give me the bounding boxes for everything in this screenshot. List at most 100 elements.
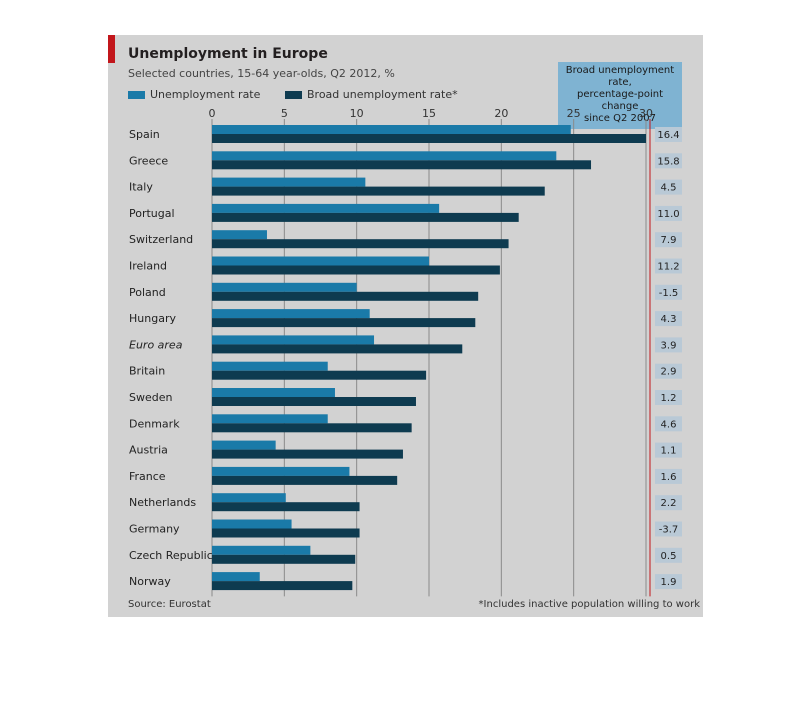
bar-broad-unemployment [212, 502, 360, 512]
x-tick-label: 20 [494, 107, 508, 120]
bar-broad-unemployment [212, 449, 403, 459]
bar-unemployment [212, 519, 292, 529]
x-tick-label: 25 [567, 107, 581, 120]
bar-broad-unemployment [212, 160, 592, 170]
category-label: Euro area [129, 338, 183, 351]
bar-unemployment [212, 545, 311, 555]
x-tick-label: 30 [639, 107, 653, 120]
brand-accent-bar [108, 35, 115, 63]
bar-unemployment [212, 282, 357, 292]
change-value-box [655, 468, 682, 484]
x-tick-label: 15 [422, 107, 436, 120]
change-value-box [655, 311, 682, 327]
bar-unemployment [212, 466, 350, 476]
bar-unemployment [212, 440, 276, 450]
change-value-box [655, 574, 682, 590]
category-label: Portugal [129, 207, 175, 220]
change-value-box [655, 337, 682, 353]
category-label: Germany [129, 523, 180, 536]
bar-broad-unemployment [212, 554, 356, 564]
source-note: Source: Eurostat [128, 599, 211, 610]
change-value-label: -1.5 [659, 288, 679, 299]
change-value-box [655, 258, 682, 274]
category-label: Czech Republic [129, 549, 213, 562]
change-value-label: 2.9 [661, 367, 677, 378]
chart-title: Unemployment in Europe [128, 46, 328, 62]
change-value-label: 15.8 [657, 156, 679, 167]
change-value-box [655, 521, 682, 537]
bar-unemployment [212, 177, 366, 187]
legend-item-broad: Broad unemployment rate* [285, 88, 458, 101]
change-value-box [655, 127, 682, 142]
category-label: Netherlands [129, 496, 196, 509]
bar-unemployment [212, 493, 286, 503]
bar-broad-unemployment [212, 581, 353, 591]
bar-broad-unemployment [212, 212, 519, 222]
bar-broad-unemployment [212, 265, 500, 275]
change-value-box [655, 416, 682, 432]
change-value-box [655, 205, 682, 221]
change-value-box [655, 153, 682, 169]
change-value-label: -3.7 [659, 525, 679, 536]
legend-label-unemployment: Unemployment rate [150, 88, 261, 101]
bar-unemployment [212, 256, 429, 266]
change-value-label: 4.3 [661, 314, 677, 325]
change-value-box [655, 284, 682, 300]
change-value-label: 1.9 [661, 577, 677, 588]
change-value-label: 11.2 [657, 262, 679, 273]
legend-swatch-unemployment [128, 91, 145, 99]
footnote: *Includes inactive population willing to… [478, 599, 700, 610]
bar-unemployment [212, 388, 335, 397]
callout-pointer [664, 100, 676, 106]
bar-unemployment [212, 309, 370, 319]
change-column-header: Broad unemployment rate, percentage-poin… [558, 62, 682, 129]
bar-broad-unemployment [212, 397, 416, 406]
category-label: Greece [129, 154, 168, 167]
category-label: Spain [129, 128, 160, 141]
category-label: Denmark [129, 417, 180, 430]
bar-unemployment [212, 125, 571, 134]
category-label: Switzerland [129, 233, 193, 246]
change-value-box [655, 390, 682, 405]
bar-broad-unemployment [212, 475, 398, 485]
legend-item-unemployment: Unemployment rate [128, 88, 260, 101]
change-value-label: 16.4 [657, 130, 679, 141]
change-value-label: 2.2 [661, 498, 677, 509]
x-tick-label: 5 [281, 107, 288, 120]
bar-unemployment [212, 414, 328, 424]
bar-broad-unemployment [212, 239, 509, 249]
change-value-label: 4.5 [661, 183, 677, 194]
chart-subtitle: Selected countries, 15-64 year-olds, Q2 … [128, 67, 395, 80]
bar-broad-unemployment [212, 318, 476, 328]
x-tick-label: 10 [350, 107, 364, 120]
change-value-box [655, 547, 682, 563]
bar-broad-unemployment [212, 528, 360, 538]
bar-unemployment [212, 151, 557, 161]
category-label: Ireland [129, 260, 167, 273]
bar-unemployment [212, 572, 260, 582]
legend-label-broad: Broad unemployment rate* [307, 88, 458, 101]
bar-broad-unemployment [212, 186, 545, 196]
change-value-box [655, 442, 682, 458]
bar-broad-unemployment [212, 423, 412, 433]
bar-broad-unemployment [212, 291, 479, 301]
category-label: Sweden [129, 391, 172, 404]
category-label: Austria [129, 444, 168, 457]
change-value-box [655, 495, 682, 511]
bar-unemployment [212, 203, 440, 213]
category-label: Britain [129, 365, 165, 378]
legend-swatch-broad [285, 91, 302, 99]
bar-unemployment [212, 230, 267, 240]
bar-unemployment [212, 335, 375, 345]
change-value-box [655, 232, 682, 248]
x-tick-label: 0 [209, 107, 216, 120]
change-value-label: 3.9 [661, 340, 677, 351]
category-label: France [129, 470, 166, 483]
bar-unemployment [212, 361, 328, 371]
change-value-box [655, 179, 682, 195]
change-value-label: 1.2 [661, 393, 677, 404]
bar-broad-unemployment [212, 370, 427, 380]
category-label: Norway [129, 575, 171, 588]
change-value-label: 1.1 [661, 446, 677, 457]
